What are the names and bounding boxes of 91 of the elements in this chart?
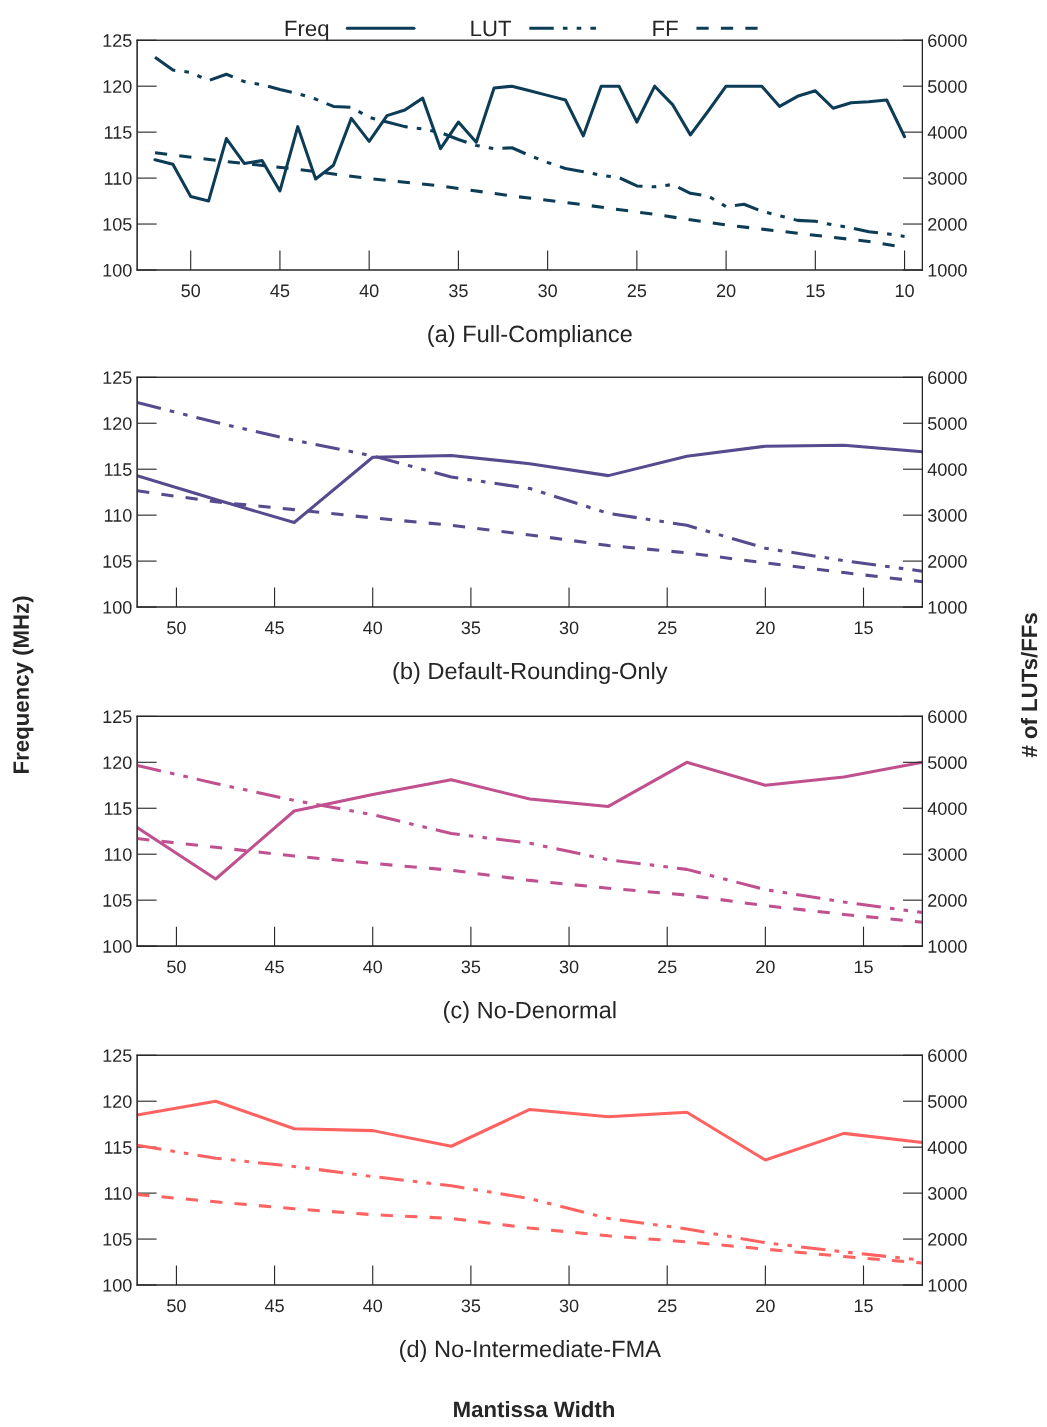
y-tick-label: 120 <box>103 417 132 430</box>
y-tick-label: 115 <box>104 126 132 139</box>
y-tick-label: 120 <box>103 80 132 93</box>
x-tick-label: 40 <box>363 1299 383 1313</box>
y2-tick-label: 6000 <box>928 1049 967 1062</box>
y2-tick-label: 1000 <box>928 263 967 277</box>
y-tick-label: 115 <box>104 1141 132 1154</box>
legend-label: Freq <box>285 20 329 41</box>
y-tick-label: 100 <box>103 263 132 277</box>
legend-label: LUT <box>471 20 512 37</box>
y2-tick-label: 2000 <box>928 217 967 231</box>
text: (b) Default-Rounding-Only <box>393 662 668 685</box>
y2-tick-label: 3000 <box>927 172 967 185</box>
y-tick-label: 120 <box>103 1095 132 1108</box>
y-tick-label: 125 <box>103 1049 132 1062</box>
x-tick-label: 45 <box>270 284 290 298</box>
x-tick-label: 25 <box>658 1299 677 1313</box>
y-tick-label: 115 <box>104 802 132 815</box>
x-tick-label: 25 <box>627 284 647 298</box>
y2-tick-label: 4000 <box>927 126 967 139</box>
y2-tick-label: 2000 <box>928 1233 967 1246</box>
y2-tick-label: 1000 <box>928 940 967 953</box>
x-tick-label: 30 <box>538 284 557 298</box>
x-tick-label: 10 <box>895 284 914 298</box>
y-tick-label: 125 <box>103 34 132 47</box>
x-tick-label: 15 <box>806 284 825 298</box>
x-tick-label: 15 <box>854 621 873 635</box>
y-tick-label: 110 <box>104 1187 132 1200</box>
y-tick-label: 125 <box>103 371 132 385</box>
y-tick-label: 120 <box>103 756 132 770</box>
x-tick-label: 50 <box>167 960 186 974</box>
y2-tick-label: 5000 <box>927 1095 967 1108</box>
y-tick-label: 110 <box>104 509 132 522</box>
y2-tick-label: 5000 <box>927 756 967 770</box>
y2-tick-label: 3000 <box>927 509 967 522</box>
x-tick-label: 50 <box>167 621 186 635</box>
text: (d) No-Intermediate-FMA <box>400 1339 661 1362</box>
y2-tick-label: 5000 <box>927 80 967 93</box>
text: (a) Full-Compliance <box>428 324 632 347</box>
x-tick-label: 25 <box>658 621 677 635</box>
x-tick-label: 15 <box>854 960 873 974</box>
x-tick-label: 40 <box>359 284 379 298</box>
x-tick-label: 15 <box>854 1299 873 1313</box>
x-tick-label: 50 <box>181 284 201 298</box>
x-tick-label: 20 <box>756 960 775 974</box>
x-tick-label: 30 <box>559 1299 579 1313</box>
x-tick-label: 35 <box>461 621 481 635</box>
y-tick-label: 100 <box>103 1278 132 1292</box>
y2-tick-label: 1000 <box>928 1278 967 1292</box>
x-tick-label: 35 <box>461 960 481 974</box>
x-tick-label: 20 <box>756 1299 775 1313</box>
y-tick-label: 105 <box>103 217 132 231</box>
x-tick-label: 40 <box>363 621 383 635</box>
x-axis-title: Mantissa Width <box>454 1400 614 1418</box>
y-tick-label: 110 <box>104 848 132 861</box>
x-tick-label: 35 <box>449 284 468 298</box>
y-tick-label: 115 <box>104 463 132 476</box>
legend-label: FF <box>653 20 678 37</box>
x-tick-label: 25 <box>658 960 677 974</box>
y2-tick-label: 6000 <box>928 34 967 47</box>
x-tick-label: 45 <box>264 621 284 635</box>
y-tick-label: 105 <box>103 555 132 568</box>
x-tick-label: 45 <box>264 960 284 974</box>
y2-tick-label: 1000 <box>928 600 967 614</box>
text: (c) No-Denormal <box>444 1001 616 1024</box>
y2-tick-label: 6000 <box>928 371 967 385</box>
x-tick-label: 35 <box>461 1299 481 1313</box>
y-tick-label: 125 <box>103 710 132 724</box>
y2-tick-label: 3000 <box>927 1187 967 1200</box>
y-tick-label: 100 <box>103 940 132 953</box>
y2-tick-label: 4000 <box>927 802 967 815</box>
x-tick-label: 20 <box>756 621 775 635</box>
x-tick-label: 30 <box>559 621 579 635</box>
x-tick-label: 30 <box>559 960 579 974</box>
y-tick-label: 100 <box>103 600 132 614</box>
y2-tick-label: 4000 <box>927 463 967 476</box>
y-tick-label: 110 <box>104 172 132 185</box>
x-tick-label: 40 <box>363 960 383 974</box>
y2-tick-label: 2000 <box>928 555 967 568</box>
y2-tick-label: 2000 <box>928 894 967 907</box>
y2-tick-label: 6000 <box>928 710 967 724</box>
x-tick-label: 45 <box>264 1299 284 1313</box>
y2-tick-label: 5000 <box>927 417 967 430</box>
y-tick-label: 105 <box>103 894 132 907</box>
y-axis-title: Frequency (MHz) <box>12 596 34 773</box>
y2-axis-title: # of LUTs/FFs <box>1020 613 1038 758</box>
y2-tick-label: 3000 <box>927 848 967 861</box>
x-tick-label: 50 <box>167 1299 186 1313</box>
y-tick-label: 105 <box>103 1233 132 1246</box>
y2-tick-label: 4000 <box>927 1141 967 1154</box>
x-tick-label: 20 <box>716 284 736 298</box>
